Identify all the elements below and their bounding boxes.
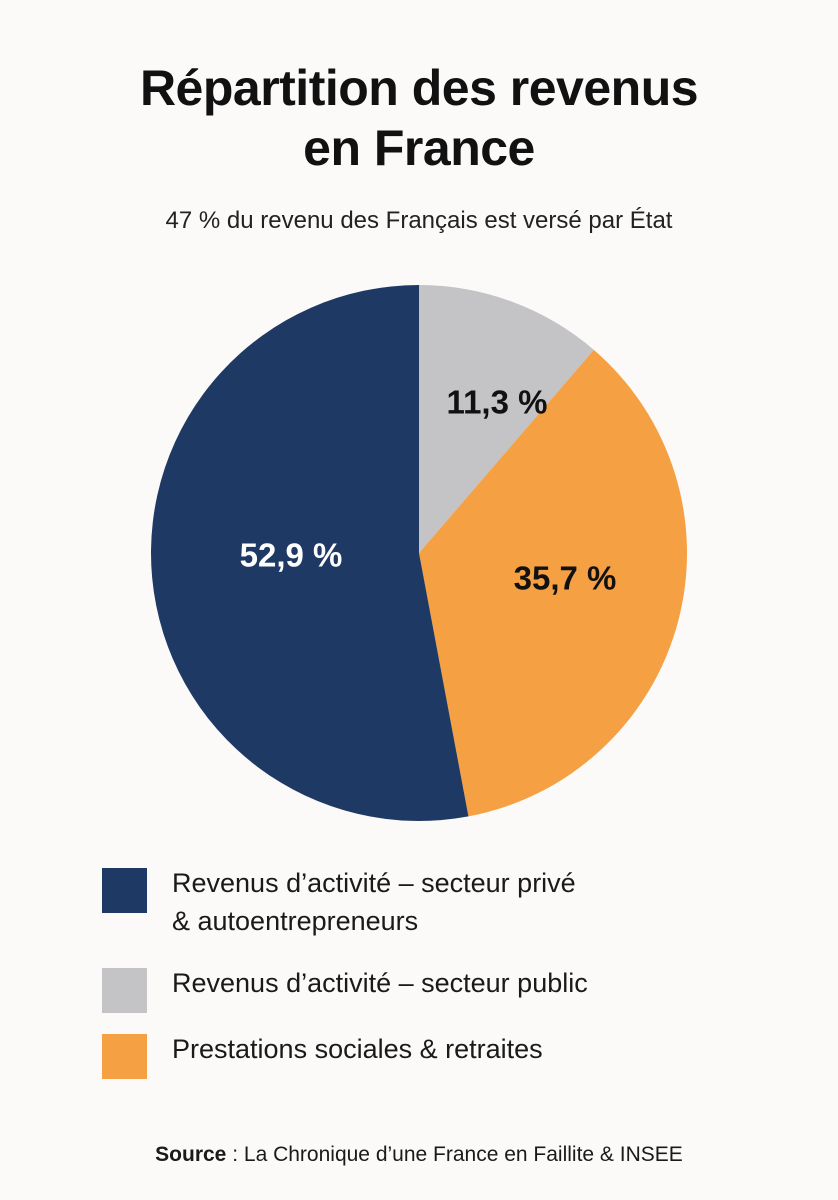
pie-slice-public	[419, 285, 594, 553]
chart-title-line-1: Répartition des revenus	[139, 60, 699, 116]
legend-swatch-prestations	[102, 1034, 147, 1079]
legend-label-prive-line-2: & autoentrepreneurs	[172, 906, 419, 936]
chart-title: Répartition des revenus en France	[0, 58, 838, 178]
legend-label-prive-line-1: Revenus d’activité – secteur privé	[172, 868, 576, 898]
legend-label-public: Revenus d’activité – secteur public	[172, 964, 772, 1002]
legend-label-public-line-1: Revenus d’activité – secteur public	[172, 968, 588, 998]
legend-swatch-prive	[102, 868, 147, 913]
legend-label-prestations-line-1: Prestations sociales & retraites	[172, 1034, 543, 1064]
legend-label-prestations: Prestations sociales & retraites	[172, 1030, 772, 1068]
source-separator: :	[226, 1143, 244, 1166]
slice-label-prive: 52,9 %	[240, 537, 343, 574]
chart-subtitle: 47 % du revenu des Français est versé pa…	[165, 207, 673, 234]
source-label: Source	[155, 1143, 227, 1166]
legend-label-prive: Revenus d’activité – secteur privé & aut…	[172, 864, 772, 940]
slice-label-prestations: 35,7 %	[514, 560, 617, 597]
source-note: Source : La Chronique d’une France en Fa…	[0, 1140, 838, 1170]
legend-swatch-public	[102, 968, 147, 1013]
pie-slice-prive	[150, 285, 469, 821]
source-text: La Chronique d’une France en Faillite & …	[243, 1143, 683, 1166]
slice-label-public: 11,3 %	[447, 384, 548, 421]
pie-slice-prestations	[419, 349, 688, 817]
chart-title-line-2: en France	[303, 120, 535, 176]
